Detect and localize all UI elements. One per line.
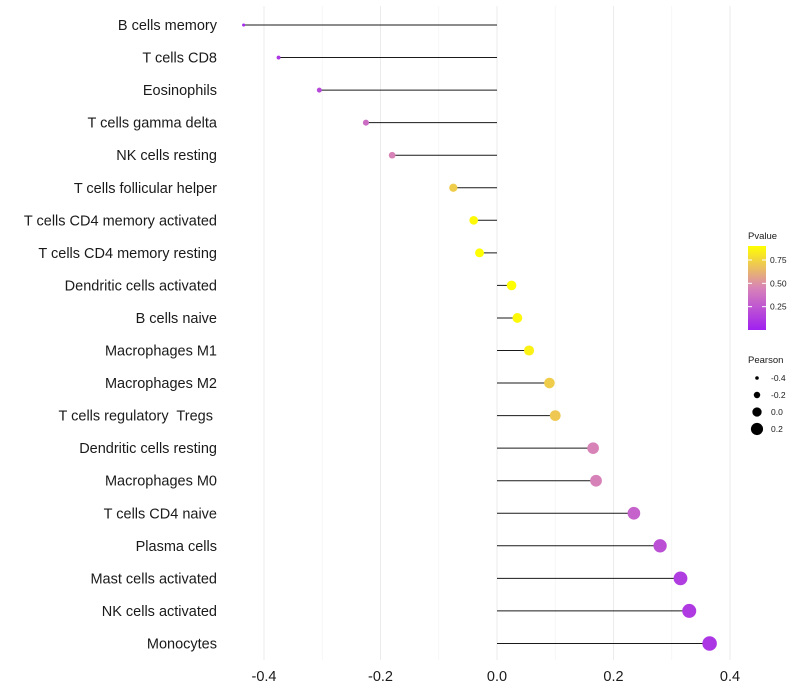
data-point — [475, 248, 484, 258]
pvalue-colorbar — [748, 246, 766, 330]
pearson-legend: Pearson -0.4 -0.2 0.0 0.2 — [748, 355, 786, 436]
data-point — [590, 474, 602, 487]
y-axis-labels: B cells memory T cells CD8 Eosinophils T ce… — [24, 18, 218, 652]
data-point — [316, 87, 322, 93]
category-label: B cells memory — [118, 18, 218, 34]
category-label: B cells naive — [136, 311, 217, 327]
x-tick-label: -0.2 — [368, 669, 393, 685]
category-label: Macrophages M2 — [105, 376, 217, 392]
x-tick-label: 0.0 — [487, 669, 507, 685]
size-key-dot — [750, 422, 764, 436]
data-point — [544, 377, 555, 389]
size-key-label: -0.4 — [771, 373, 786, 383]
category-label: T cells CD4 memory resting — [38, 246, 217, 262]
x-axis-ticks: -0.4 -0.2 0.0 0.2 0.4 — [252, 669, 741, 685]
category-label: T cells CD8 — [142, 51, 217, 67]
category-label: Dendritic cells activated — [65, 278, 217, 294]
category-label: Macrophages M1 — [105, 344, 217, 360]
data-point — [512, 313, 523, 323]
category-label: Dendritic cells resting — [79, 441, 217, 457]
data-point — [549, 410, 561, 421]
x-tick-label: 0.4 — [720, 669, 740, 685]
category-label: Mast cells activated — [90, 571, 217, 587]
size-key-dot — [753, 391, 761, 399]
data-point — [449, 183, 458, 192]
size-key-dot — [752, 407, 762, 417]
category-label: T cells follicular helper — [74, 181, 217, 197]
pvalue-legend: Pvalue 0.75 0.50 0.25 — [748, 231, 787, 330]
data-point — [469, 215, 479, 225]
x-tick-label: 0.2 — [603, 669, 623, 685]
grid — [263, 6, 731, 660]
data-point — [242, 23, 246, 27]
data-point — [653, 539, 667, 553]
colorbar-tick-label: 0.25 — [770, 302, 787, 312]
data-point — [587, 442, 599, 454]
category-label: Plasma cells — [136, 539, 217, 555]
category-label: Macrophages M0 — [105, 474, 217, 490]
size-key-label: 0.0 — [771, 407, 783, 417]
data-point — [702, 636, 717, 651]
colorbar-tick-label: 0.50 — [770, 278, 787, 288]
stems — [243, 24, 710, 644]
pvalue-legend-title: Pvalue — [748, 231, 777, 242]
category-label: T cells CD4 naive — [104, 506, 217, 522]
data-point — [523, 345, 535, 356]
category-label: T cells gamma delta — [88, 116, 218, 132]
category-label: T cells CD4 memory activated — [24, 213, 217, 229]
size-key-label: 0.2 — [771, 424, 783, 434]
data-point — [506, 280, 517, 291]
colorbar-tick-label: 0.75 — [770, 255, 787, 265]
data-point — [673, 571, 688, 586]
size-key-dot — [755, 376, 759, 380]
points — [242, 23, 717, 651]
pearson-legend-title: Pearson — [748, 355, 783, 366]
data-point — [388, 151, 396, 159]
category-label: Monocytes — [147, 636, 217, 652]
data-point — [276, 55, 281, 60]
size-key-label: -0.2 — [771, 390, 786, 400]
data-point — [362, 119, 369, 126]
data-point — [682, 603, 697, 618]
data-point — [627, 506, 641, 520]
category-label: Eosinophils — [143, 83, 217, 99]
x-tick-label: -0.4 — [252, 669, 277, 685]
category-label: T cells regulatory Tregs — [59, 409, 218, 425]
category-label: NK cells resting — [116, 148, 217, 164]
category-label: NK cells activated — [102, 604, 217, 620]
